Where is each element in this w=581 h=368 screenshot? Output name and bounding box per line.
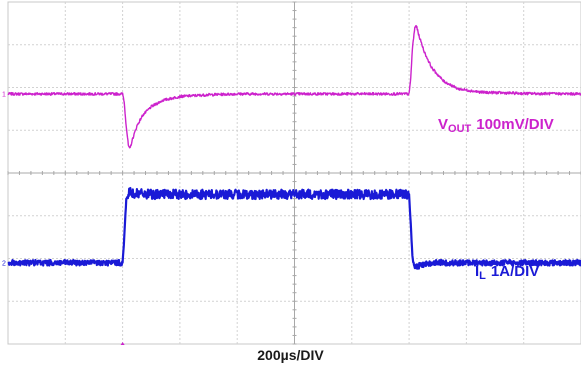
il-scale-label: IL 1A/DIV — [475, 263, 539, 282]
vout-level-marker: 1 — [2, 91, 6, 98]
vout-scale-label: VOUT 100mV/DIV — [438, 116, 554, 135]
x-axis-label: 200µs/DIV — [257, 347, 324, 363]
il-label-scale: 1A/DIV — [491, 263, 539, 280]
trigger-marker — [120, 342, 125, 345]
il-label-sub: L — [479, 270, 486, 282]
il-level-marker: 2 — [2, 260, 6, 267]
il-label-main: I — [475, 263, 479, 280]
vout-label-sub: OUT — [448, 123, 472, 135]
il-trace — [7, 186, 581, 270]
grid — [7, 1, 581, 345]
traces: 12 — [2, 24, 581, 345]
vout-label-main: V — [438, 116, 448, 133]
vout-trace — [7, 24, 581, 149]
vout-label-scale: 100mV/DIV — [476, 116, 554, 133]
